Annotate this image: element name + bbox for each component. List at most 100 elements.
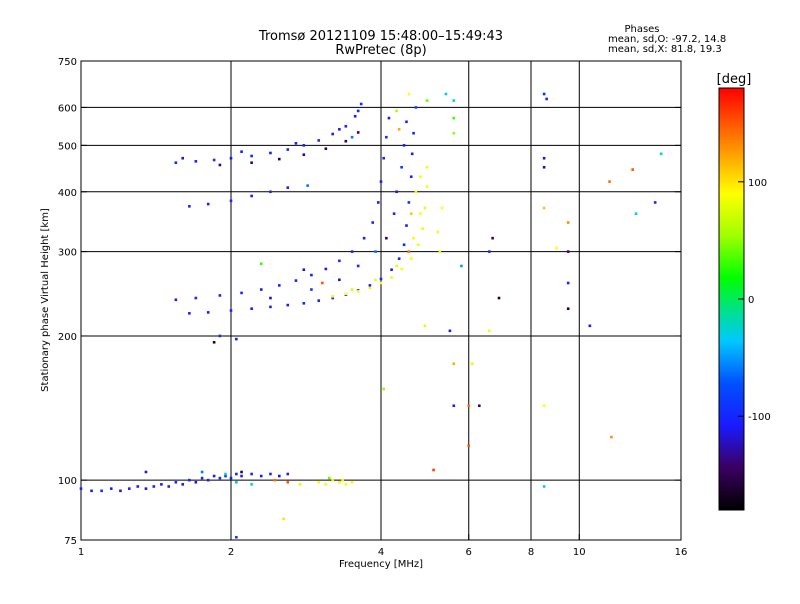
data-points: [79, 92, 663, 539]
data-point: [269, 151, 272, 155]
data-point: [542, 485, 546, 488]
data-point: [174, 161, 178, 164]
data-point: [269, 305, 272, 309]
data-point: [402, 144, 406, 147]
data-point: [436, 230, 440, 234]
data-point: [338, 480, 341, 484]
data-point: [269, 190, 272, 194]
data-point: [331, 478, 335, 482]
data-point: [277, 474, 281, 478]
grid-lines: [81, 61, 681, 540]
data-point: [286, 186, 290, 189]
data-point: [478, 404, 481, 408]
data-point: [356, 131, 360, 134]
data-point: [344, 124, 348, 128]
data-point: [250, 161, 253, 164]
legend-line-o: mean, sd,O: -97.2, 14.8: [608, 34, 726, 45]
data-point: [127, 487, 131, 490]
colorbar-ticks: 100 0 -100: [738, 178, 771, 423]
data-point: [452, 404, 456, 408]
data-point: [390, 268, 393, 272]
data-point: [444, 92, 448, 96]
data-point: [341, 478, 344, 482]
axis-ticks: [80, 60, 682, 541]
colorbar-tick-label: -100: [748, 412, 771, 423]
data-point: [497, 296, 501, 300]
data-point: [608, 180, 611, 183]
data-point: [212, 340, 216, 344]
data-point: [218, 334, 222, 338]
data-point: [200, 470, 204, 474]
data-point: [212, 158, 216, 162]
data-point: [229, 309, 233, 312]
y-tick-label: 500: [58, 141, 77, 152]
data-point: [425, 165, 429, 169]
data-point: [235, 472, 238, 476]
data-point: [218, 163, 222, 167]
data-point: [402, 243, 406, 247]
data-point: [407, 201, 411, 204]
data-point: [467, 444, 471, 448]
data-point: [144, 470, 148, 474]
data-point: [269, 472, 272, 476]
data-point: [240, 470, 243, 474]
data-point: [200, 476, 204, 480]
data-point: [368, 284, 372, 287]
data-point: [423, 206, 427, 210]
data-point: [545, 97, 548, 101]
data-point: [160, 483, 163, 486]
data-point: [235, 480, 238, 484]
data-point: [425, 99, 429, 102]
y-tick-label: 75: [64, 536, 77, 547]
data-point: [277, 157, 281, 161]
data-point: [194, 160, 198, 163]
data-point: [100, 489, 103, 493]
data-point: [555, 246, 558, 250]
y-tick-label: 750: [58, 57, 77, 68]
data-point: [542, 404, 546, 408]
data-point: [379, 281, 383, 285]
y-tick-labels: 75 100 200 300 400 500 600 750: [58, 57, 77, 547]
data-point: [374, 250, 377, 253]
data-point: [566, 250, 570, 253]
data-point: [405, 224, 408, 227]
data-point: [350, 250, 354, 253]
data-point: [653, 201, 657, 204]
data-point: [174, 480, 178, 484]
data-point: [167, 485, 171, 488]
data-point: [206, 311, 210, 314]
data-point: [344, 483, 348, 486]
data-point: [397, 128, 401, 131]
data-point: [359, 102, 363, 106]
data-point: [382, 156, 385, 160]
data-point: [188, 312, 191, 315]
data-point: [79, 487, 83, 490]
data-point: [206, 478, 210, 482]
data-point: [188, 478, 191, 482]
data-point: [294, 141, 298, 145]
data-point: [240, 291, 243, 295]
data-point: [395, 109, 398, 113]
data-point: [385, 236, 388, 240]
data-point: [328, 476, 331, 480]
data-point: [385, 135, 388, 139]
data-point: [392, 212, 396, 215]
data-point: [350, 480, 354, 484]
data-point: [181, 156, 185, 160]
data-point: [542, 206, 546, 210]
data-point: [409, 175, 413, 179]
data-point: [407, 92, 411, 96]
data-point: [350, 135, 354, 139]
y-tick-label: 200: [58, 332, 77, 343]
x-tick-label: 4: [378, 547, 384, 558]
colorbar-label: [deg]: [717, 72, 752, 87]
data-point: [194, 296, 198, 300]
y-tick-label: 600: [58, 103, 77, 114]
data-point: [414, 190, 418, 194]
data-point: [218, 476, 222, 480]
data-point: [376, 201, 380, 204]
data-point: [338, 128, 341, 131]
data-point: [331, 132, 335, 136]
data-point: [306, 184, 309, 187]
data-point: [356, 264, 360, 268]
